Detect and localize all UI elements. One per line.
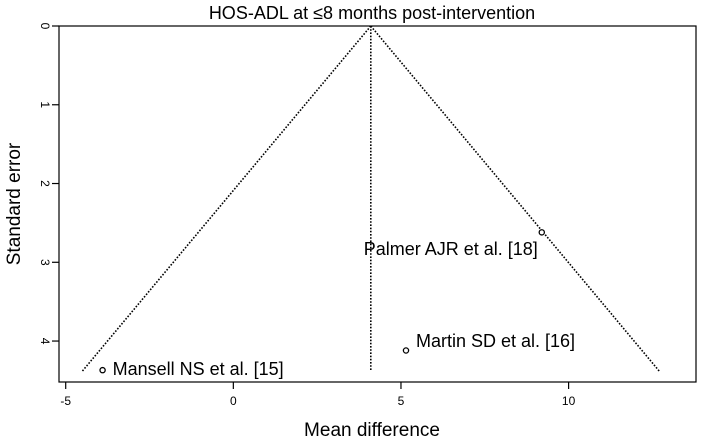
funnel-left-line [81, 25, 372, 372]
chart-title: HOS-ADL at ≤8 months post-intervention [209, 3, 535, 23]
study-label: Mansell NS et al. [15] [113, 359, 284, 379]
funnel-lines [81, 25, 660, 372]
y-axis: 0 1 2 3 4 [38, 23, 59, 345]
x-axis-label: Mean difference [304, 420, 440, 441]
y-tick-label: 1 [38, 101, 52, 108]
study-point [402, 347, 410, 354]
x-axis: -5 0 5 10 [60, 382, 576, 408]
y-axis-label: Standard error [4, 142, 25, 265]
study-points: Mansell NS et al. [15] Martin SD et al. [… [99, 229, 575, 379]
x-tick-label: 0 [230, 394, 237, 408]
y-tick-label: 0 [38, 23, 52, 30]
y-tick-label: 2 [38, 180, 52, 187]
plot-area-frame [58, 25, 697, 383]
y-tick-label: 4 [38, 338, 52, 345]
x-tick-label: 10 [562, 394, 576, 408]
x-tick-label: 5 [398, 394, 405, 408]
x-tick-label: -5 [60, 394, 71, 408]
study-label: Martin SD et al. [16] [416, 331, 575, 351]
funnel-right-line [370, 25, 660, 372]
study-point [99, 366, 106, 374]
study-label: Palmer AJR et al. [18] [364, 239, 538, 259]
study-point [538, 229, 546, 236]
y-tick-label: 3 [38, 259, 52, 266]
